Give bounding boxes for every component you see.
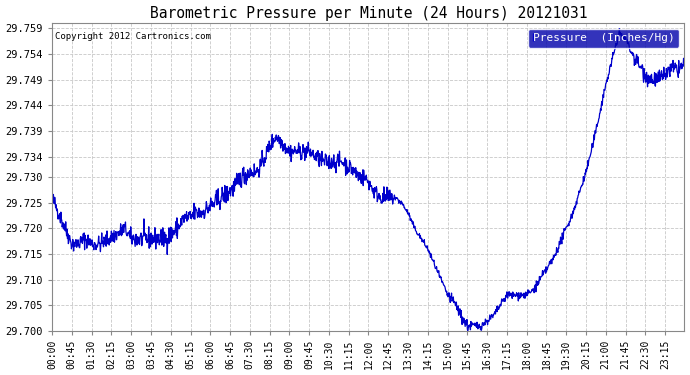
Text: Copyright 2012 Cartronics.com: Copyright 2012 Cartronics.com	[55, 32, 211, 41]
Title: Barometric Pressure per Minute (24 Hours) 20121031: Barometric Pressure per Minute (24 Hours…	[150, 6, 587, 21]
Legend: Pressure  (Inches/Hg): Pressure (Inches/Hg)	[529, 28, 679, 48]
